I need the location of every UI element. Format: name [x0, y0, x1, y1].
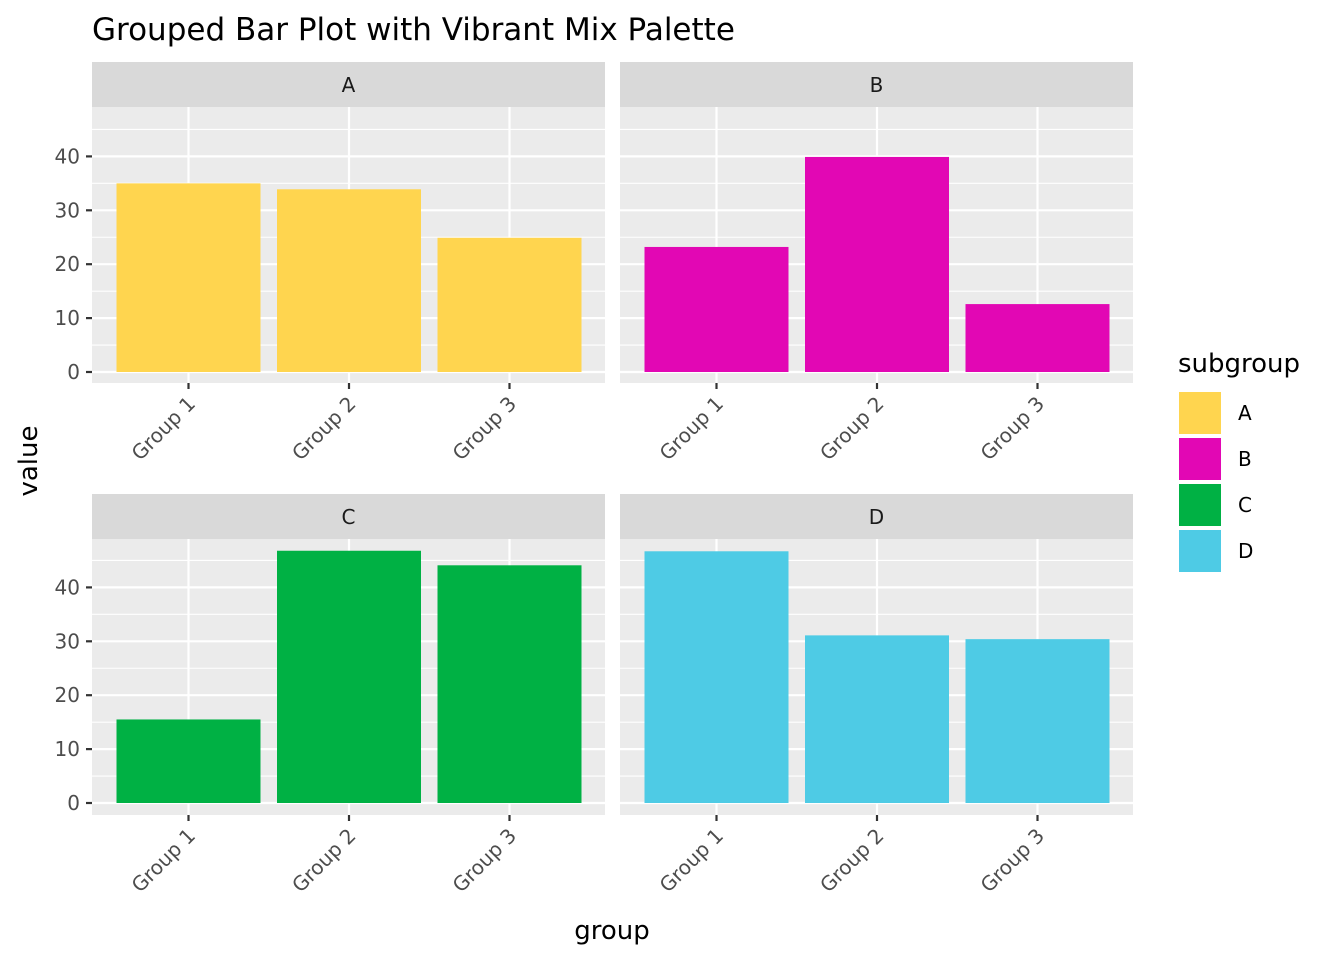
bar-a-group-1 [116, 183, 261, 372]
x-tick-label: Group 1 [655, 824, 729, 898]
x-tick-label: Group 2 [815, 824, 889, 898]
bar-d-group-2 [805, 635, 949, 803]
facet-panel-a: A 0 10 20 30 40 Group 1 Group 2 Group 3 [55, 62, 605, 465]
bar-b-group-2 [805, 156, 949, 372]
x-tick-label: Group 2 [287, 824, 361, 898]
facet-panel-c: C 0 10 20 30 40 Group 1 Group 2 Group 3 [55, 494, 605, 897]
bar-d-group-1 [644, 551, 789, 803]
y-tick-label: 10 [55, 306, 80, 330]
bar-a-group-3 [437, 237, 582, 372]
facet-strip [92, 494, 605, 539]
y-tick-label: 30 [55, 198, 80, 222]
y-tick-label: 20 [55, 683, 80, 707]
x-tick-label: Group 1 [655, 392, 729, 466]
facet-panel-d: D Group 1 Group 2 Group 3 [620, 494, 1133, 897]
facet-strip-label: B [870, 73, 884, 97]
bar-c-group-1 [116, 719, 261, 803]
legend-key-c [1177, 482, 1223, 528]
facet-strip-label: A [342, 73, 356, 97]
legend-key-d [1177, 528, 1223, 574]
legend-label: D [1238, 539, 1253, 563]
facet-strip [620, 494, 1133, 539]
y-tick-label: 0 [67, 791, 80, 815]
legend-title: subgroup [1178, 349, 1300, 379]
x-axis-title: group [574, 916, 650, 946]
bar-a-group-2 [277, 189, 421, 372]
facet-strip [620, 62, 1133, 107]
bar-d-group-3 [965, 639, 1110, 803]
x-tick-label: Group 3 [976, 392, 1050, 466]
bar-c-group-2 [277, 550, 421, 803]
y-tick-label: 30 [55, 629, 80, 653]
legend-key-b [1177, 436, 1223, 482]
bar-b-group-3 [965, 304, 1110, 372]
facet-panel-b: B Group 1 Group 2 Group 3 [620, 62, 1133, 465]
bar-c-group-3 [437, 565, 582, 803]
y-tick-label: 40 [55, 144, 80, 168]
x-tick-label: Group 3 [448, 824, 522, 898]
facet-strip [92, 62, 605, 107]
bar-b-group-1 [644, 246, 789, 372]
legend-key-a [1177, 390, 1223, 436]
x-tick-label: Group 3 [976, 824, 1050, 898]
legend-label: A [1238, 401, 1252, 425]
y-tick-label: 40 [55, 575, 80, 599]
legend-label: B [1238, 447, 1252, 471]
y-axis-title: value [14, 425, 44, 496]
facet-panels: A 0 10 20 30 40 Group 1 Group 2 Group 3 B Group 1 G… [55, 62, 1133, 897]
x-tick-label: Group 2 [287, 392, 361, 466]
x-tick-label: Group 2 [815, 392, 889, 466]
facet-strip-label: D [869, 505, 884, 529]
y-tick-label: 10 [55, 737, 80, 761]
facet-strip-label: C [342, 505, 356, 529]
y-tick-label: 0 [67, 360, 80, 384]
chart-title: Grouped Bar Plot with Vibrant Mix Palett… [92, 12, 735, 48]
y-tick-label: 20 [55, 252, 80, 276]
x-tick-label: Group 1 [127, 392, 201, 466]
legend-label: C [1238, 493, 1252, 517]
x-tick-label: Group 3 [448, 392, 522, 466]
x-tick-label: Group 1 [127, 824, 201, 898]
